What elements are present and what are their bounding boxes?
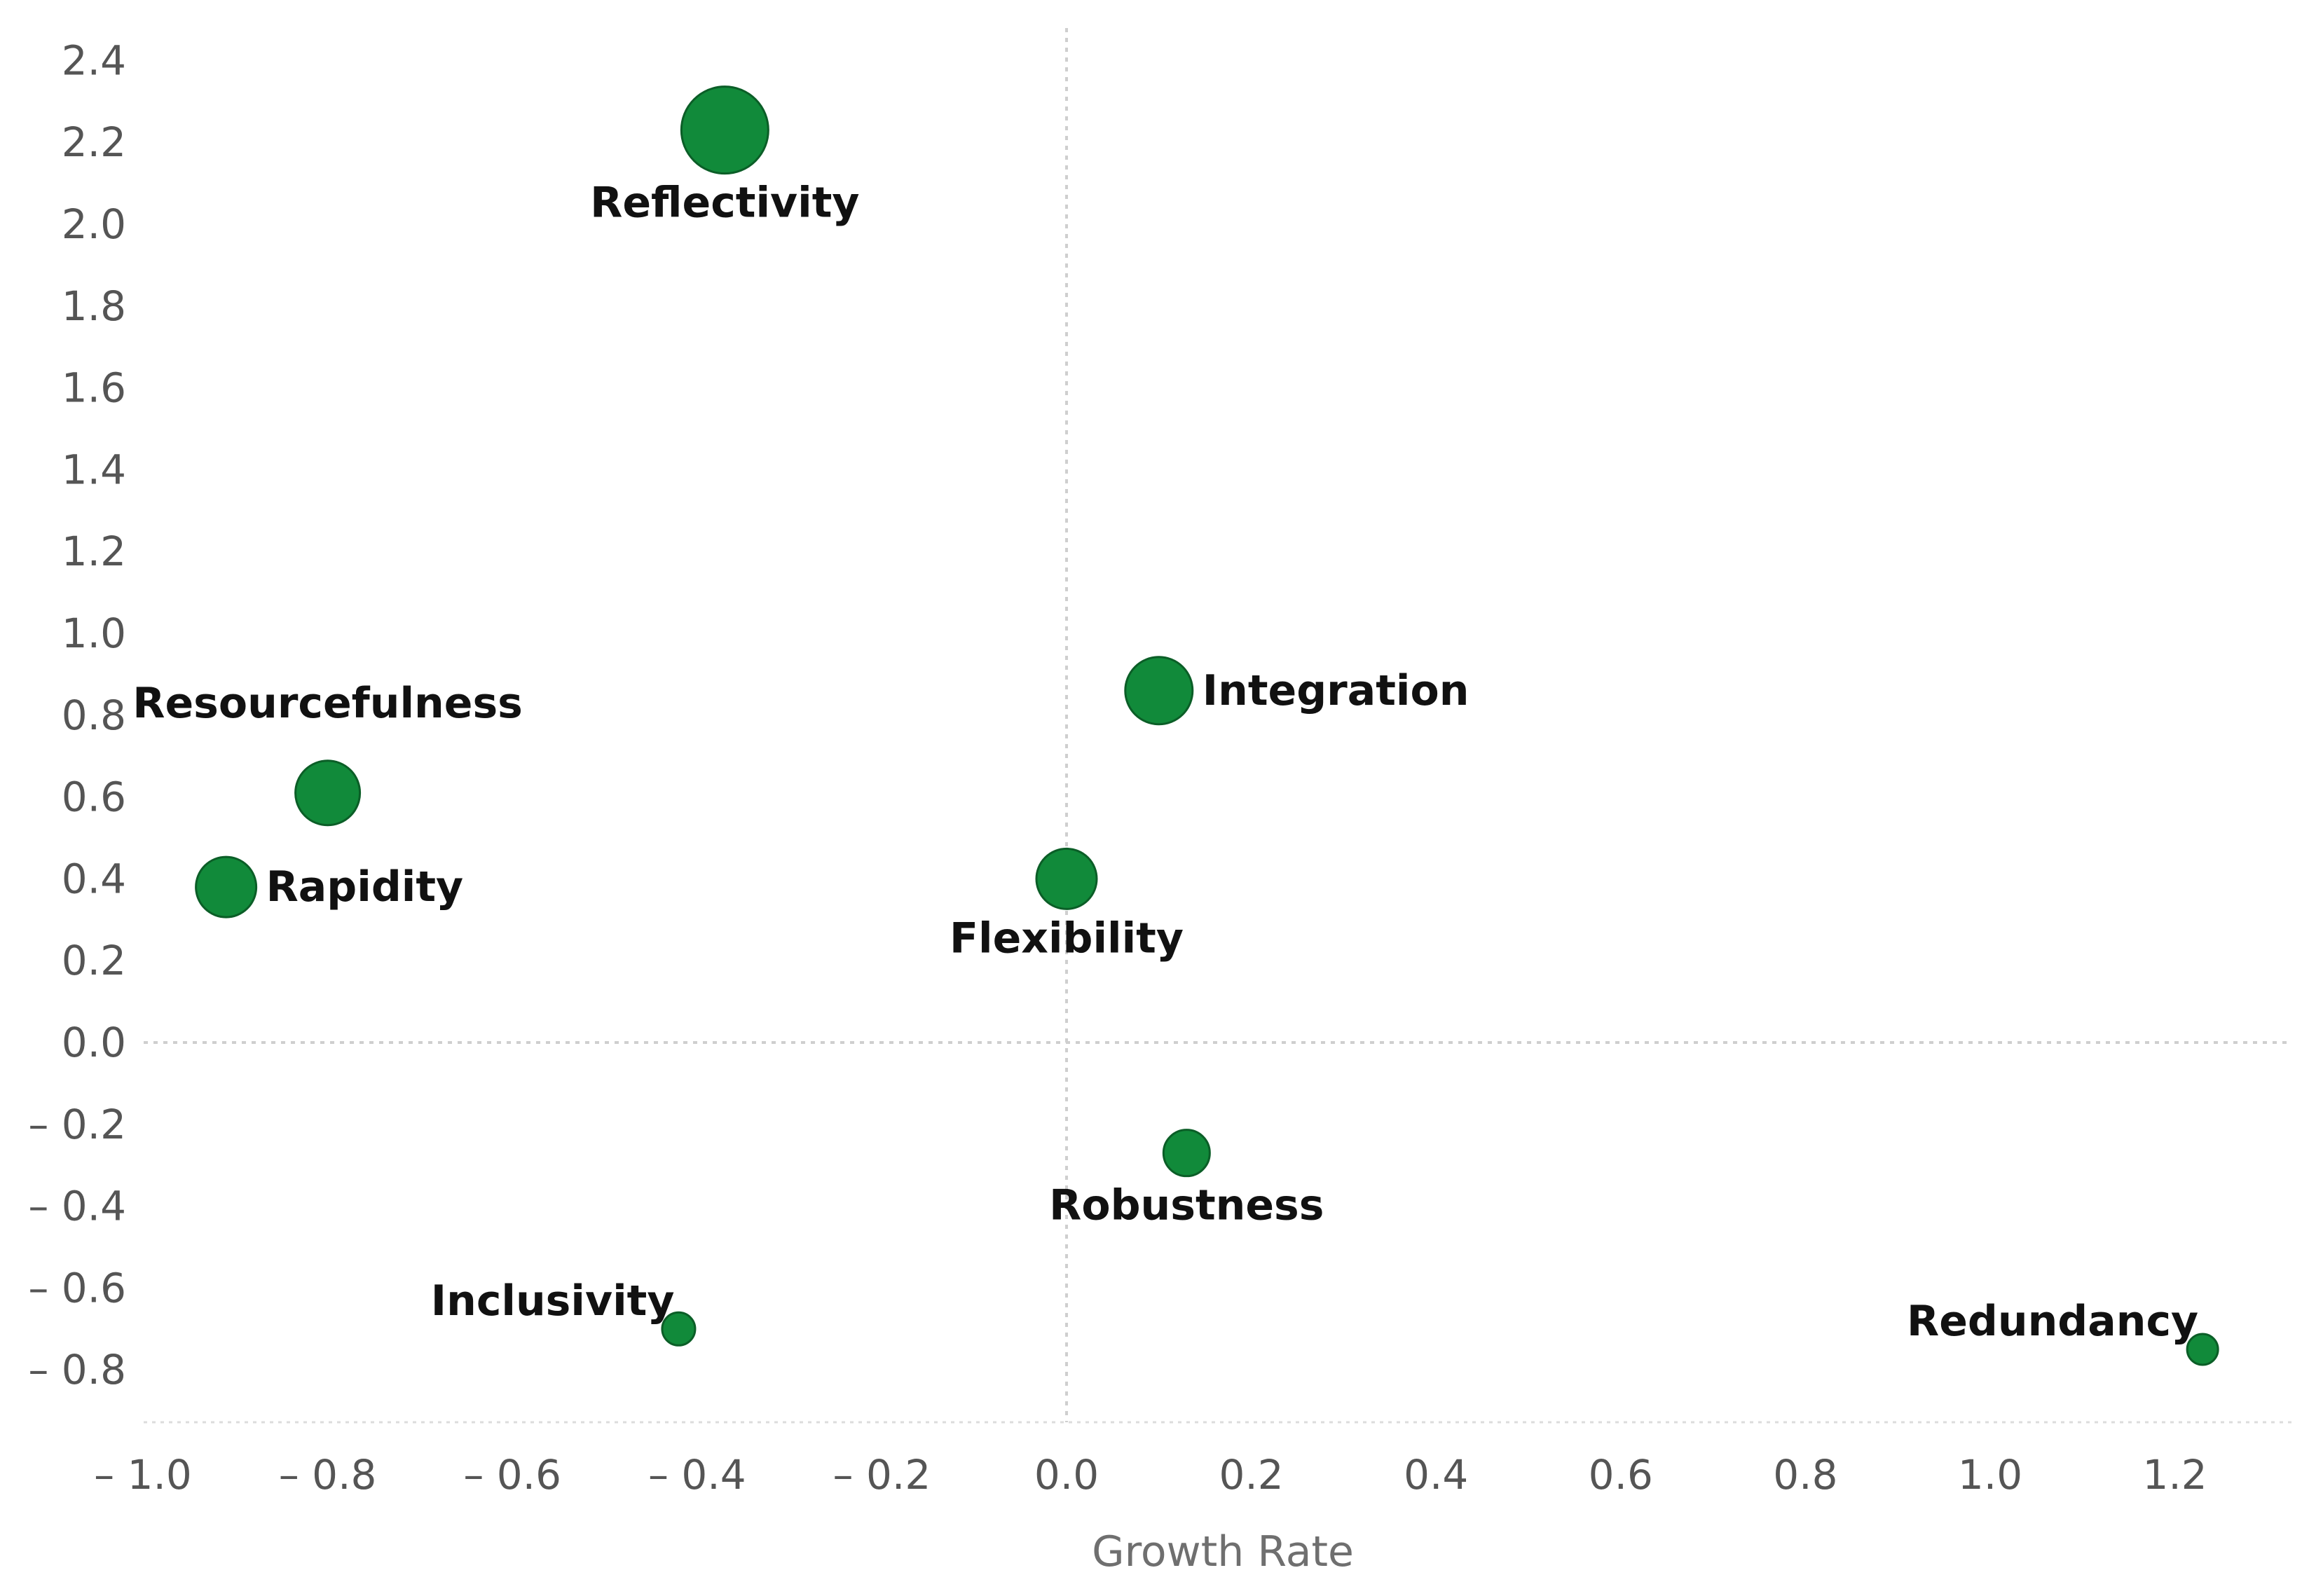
bubble-inclusivity (661, 1311, 697, 1347)
y-tick-label: 0.8 (62, 692, 126, 739)
bubble-flexibility (1035, 847, 1098, 910)
x-tick-label: – 0.6 (463, 1451, 561, 1499)
y-axis-ticks: 2.4 2.2 2.0 1.8 1.6 1.4 1.2 1.0 0.8 0.6 0.4 0.2 0.0 –… (28, 36, 126, 1394)
x-tick-label: 0.0 (1034, 1451, 1099, 1499)
bubble-integration (1124, 656, 1194, 726)
data-labels: Reflectivity Integration Resourcefulness Ra… (132, 179, 2198, 1346)
y-tick-label: 1.2 (62, 528, 126, 575)
data-label-rapidity: Rapidity (266, 862, 464, 911)
y-tick-label: – 0.8 (28, 1346, 126, 1394)
x-tick-label: 0.4 (1404, 1451, 1468, 1499)
x-tick-label: 0.6 (1589, 1451, 1653, 1499)
x-tick-label: 1.2 (2142, 1451, 2207, 1499)
gridlines (144, 28, 2291, 1424)
data-points (195, 85, 2219, 1366)
y-tick-label: 1.0 (62, 610, 126, 657)
x-tick-label: 0.2 (1219, 1451, 1283, 1499)
y-tick-label: – 0.4 (28, 1183, 126, 1230)
bubble-redundancy (2186, 1333, 2219, 1366)
data-label-resourcefulness: Resourcefulness (132, 679, 523, 728)
x-tick-label: 0.8 (1773, 1451, 1837, 1499)
y-tick-label: – 0.6 (28, 1264, 126, 1312)
y-tick-label: 0.0 (62, 1019, 126, 1066)
y-tick-label: 2.4 (62, 36, 126, 84)
data-label-robustness: Robustness (1049, 1181, 1324, 1230)
x-tick-label: – 0.8 (279, 1451, 377, 1499)
x-tick-label: – 0.2 (833, 1451, 931, 1499)
y-tick-label: 1.4 (62, 446, 126, 493)
x-tick-label: – 1.0 (94, 1451, 192, 1499)
y-tick-label: 0.2 (62, 937, 126, 984)
x-axis-title: Growth Rate (1092, 1527, 1354, 1576)
y-tick-label: – 0.2 (28, 1101, 126, 1148)
y-tick-label: 1.8 (62, 282, 126, 330)
data-label-inclusivity: Inclusivity (431, 1277, 675, 1326)
data-label-flexibility: Flexibility (950, 914, 1184, 963)
y-tick-label: 0.4 (62, 855, 126, 902)
y-tick-label: 2.2 (62, 118, 126, 166)
bubble-reflectivity (680, 85, 769, 175)
data-label-reflectivity: Reflectivity (590, 179, 859, 228)
bubble-robustness (1162, 1129, 1211, 1178)
y-tick-label: 2.0 (62, 200, 126, 248)
data-label-integration: Integration (1203, 666, 1469, 715)
x-axis-ticks: – 1.0 – 0.8 – 0.6 – 0.4 – 0.2 0.0 0.2 0.4 0.6 0.8… (94, 1451, 2207, 1499)
bubble-resourcefulness (294, 759, 362, 827)
x-tick-label: 1.0 (1958, 1451, 2022, 1499)
y-tick-label: 1.6 (62, 364, 126, 412)
data-label-redundancy: Redundancy (1907, 1297, 2198, 1346)
x-tick-label: – 0.4 (648, 1451, 746, 1499)
bubble-rapidity (195, 855, 258, 919)
y-tick-label: 0.6 (62, 773, 126, 821)
